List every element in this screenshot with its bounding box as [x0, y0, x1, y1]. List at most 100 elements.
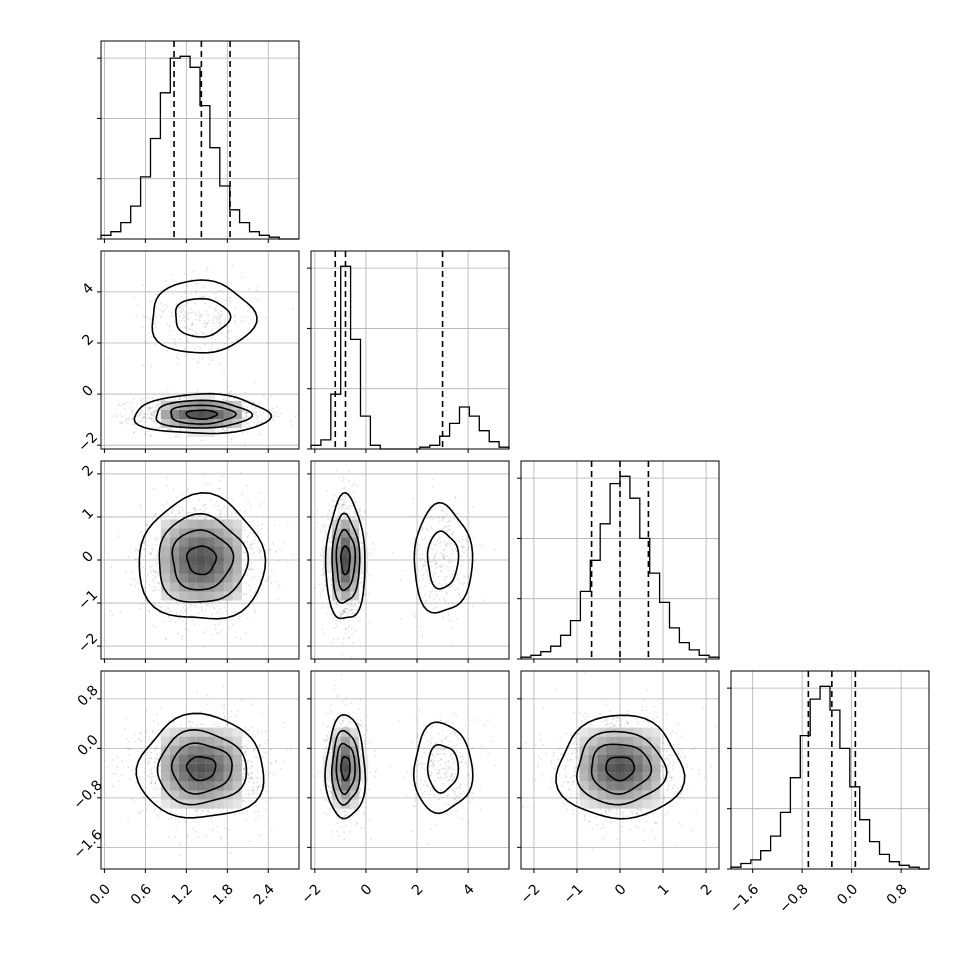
sample-point	[451, 602, 454, 604]
sample-point	[351, 603, 353, 606]
sample-point	[290, 420, 292, 423]
sample-point	[339, 615, 341, 618]
sample-point	[198, 612, 201, 615]
sample-point	[348, 507, 350, 510]
sample-point	[461, 559, 464, 562]
sample-point	[432, 518, 434, 520]
sample-point	[214, 339, 217, 341]
sample-point	[152, 580, 155, 583]
sample-point	[354, 501, 357, 504]
sample-point	[283, 541, 286, 544]
sample-point	[342, 503, 344, 506]
sample-point	[230, 440, 232, 443]
sample-point	[177, 398, 180, 401]
density-cell	[187, 519, 197, 529]
sample-point	[358, 511, 360, 514]
sample-point	[115, 415, 118, 418]
sample-point	[111, 785, 114, 788]
sample-point	[155, 422, 158, 425]
sample-point	[254, 535, 256, 538]
sample-point	[363, 593, 366, 595]
sample-point	[267, 408, 270, 411]
sample-point	[290, 424, 293, 427]
density-cell	[331, 582, 341, 592]
sample-point	[192, 508, 195, 510]
sample-point	[422, 565, 425, 568]
sample-point	[157, 401, 160, 403]
sample-point	[347, 512, 350, 515]
sample-point	[214, 627, 217, 630]
sample-point	[210, 329, 213, 332]
sample-point	[176, 356, 179, 359]
sample-point	[204, 834, 207, 837]
sample-point	[112, 759, 115, 761]
sample-point	[425, 599, 428, 602]
sample-point	[201, 299, 204, 302]
sample-point	[173, 505, 176, 508]
sample-point	[209, 482, 212, 485]
sample-point	[194, 292, 197, 295]
sample-point	[463, 551, 465, 554]
sample-point	[249, 425, 252, 428]
sample-point	[191, 512, 194, 514]
sample-point	[441, 509, 444, 512]
sample-point	[331, 505, 334, 508]
sample-point	[338, 508, 341, 511]
sample-point	[200, 602, 203, 605]
sample-point	[361, 586, 364, 589]
sample-point	[151, 565, 153, 568]
sample-point	[216, 500, 218, 503]
sample-point	[333, 516, 336, 519]
sample-point	[174, 397, 177, 400]
sample-point	[194, 830, 197, 833]
sample-point	[144, 568, 147, 570]
sample-point	[189, 308, 192, 311]
sample-point	[433, 563, 436, 566]
sample-point	[443, 549, 445, 552]
sample-point	[212, 604, 214, 607]
sample-point	[155, 306, 158, 309]
sample-point	[174, 435, 176, 438]
sample-point	[228, 392, 230, 395]
density-cell	[187, 528, 197, 538]
sample-point	[214, 307, 216, 310]
sample-point	[256, 531, 259, 534]
sample-point	[251, 541, 254, 544]
sample-point	[147, 523, 150, 526]
sample-point	[220, 810, 223, 813]
sample-point	[429, 535, 432, 538]
sample-point	[140, 603, 143, 605]
sample-point	[223, 428, 225, 431]
sample-point	[153, 411, 155, 414]
sample-point	[323, 524, 325, 526]
sample-point	[263, 645, 265, 647]
sample-point	[169, 324, 171, 327]
density-cell	[232, 573, 242, 583]
sample-point	[257, 834, 260, 837]
sample-point	[462, 583, 464, 586]
sample-point	[178, 512, 180, 515]
sample-point	[426, 569, 428, 572]
sample-point	[263, 419, 266, 422]
density-cell	[232, 546, 242, 556]
sample-point	[134, 549, 137, 552]
density-cell	[205, 573, 215, 583]
sample-point	[270, 581, 273, 584]
sample-point	[242, 593, 245, 596]
sample-point	[441, 584, 443, 586]
sample-point	[149, 552, 152, 554]
density-cell	[196, 392, 206, 402]
sample-point	[189, 511, 192, 514]
sample-point	[199, 316, 202, 319]
density-cell	[232, 519, 242, 529]
contour-line	[335, 528, 357, 592]
sample-point	[255, 424, 258, 426]
sample-point	[246, 759, 249, 762]
sample-point	[455, 512, 458, 515]
sample-point	[429, 547, 432, 550]
sample-point	[331, 613, 333, 616]
sample-point	[176, 353, 179, 356]
sample-point	[438, 542, 441, 545]
sample-point	[155, 408, 158, 411]
density-cell	[349, 537, 359, 547]
